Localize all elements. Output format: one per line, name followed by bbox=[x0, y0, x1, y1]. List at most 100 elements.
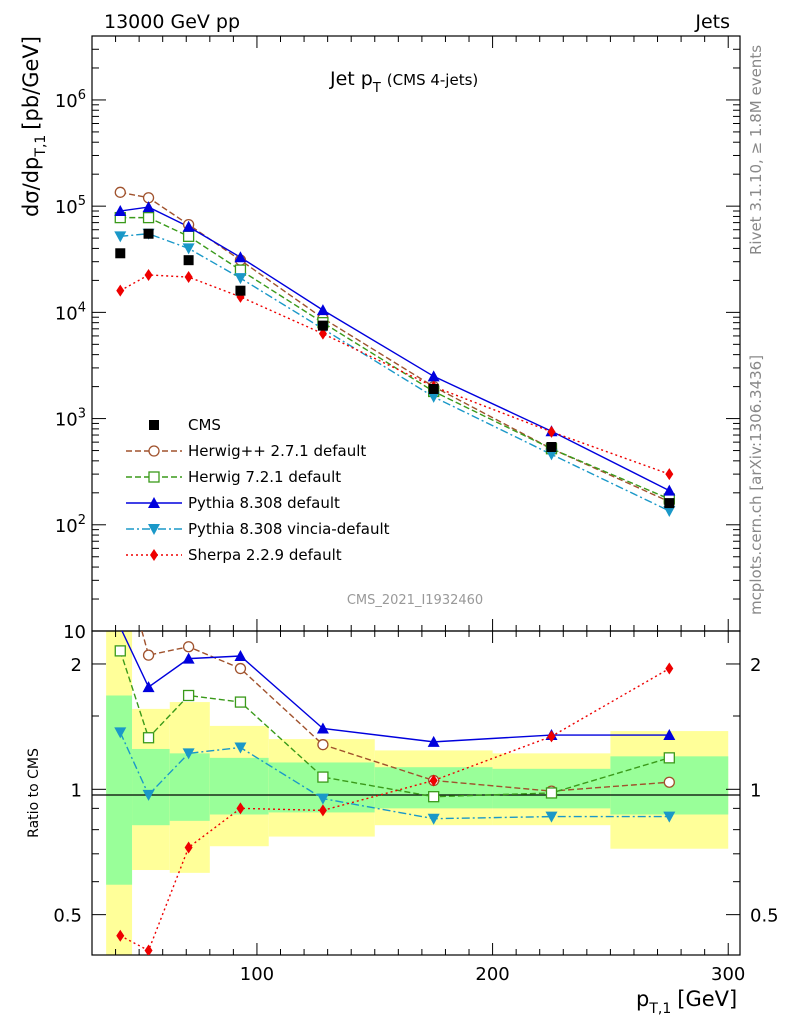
ratio-marker-pythia-8-308-vincia-default-7 bbox=[663, 811, 676, 823]
ratio-marker-herwig-2-7-1-default-4 bbox=[317, 739, 329, 751]
uncertainty-band-inner-2 bbox=[169, 753, 210, 821]
legend-label-sherpa: Sherpa 2.2.9 default bbox=[188, 546, 342, 564]
marker-pythia-8-308-vincia-default-5 bbox=[427, 391, 440, 403]
ratio-marker-herwig-7-2-1-default-3 bbox=[234, 696, 247, 708]
data-point-7 bbox=[664, 498, 675, 509]
ratio-marker-pythia-8-308-vincia-default-1 bbox=[142, 789, 155, 801]
ratio-line-pythia-8-308-default bbox=[121, 631, 670, 743]
chart-title: Jet pT (CMS 4-jets) bbox=[329, 68, 478, 96]
ratio-marker-herwig-7-2-1-default-0 bbox=[114, 645, 126, 657]
ratio-line-herwig-2-7-1-default bbox=[141, 631, 670, 792]
y-tick-label-6: 106 bbox=[55, 88, 86, 112]
ratio-y-axis-label: Ratio to CMS bbox=[26, 748, 42, 838]
legend-marker-pythia-8-308-default bbox=[148, 497, 160, 508]
ratio-marker-sherpa-2-2-9-default-7 bbox=[665, 662, 674, 675]
x-tick-label-100: 100 bbox=[240, 964, 274, 985]
ratio-marker-pythia-8-308-vincia-default-2 bbox=[182, 748, 195, 760]
legend-label-data: CMS bbox=[188, 416, 221, 434]
legend-label-vincia: Pythia 8.308 vincia-default bbox=[188, 520, 390, 538]
ratio-marker-herwig-2-7-1-default-7 bbox=[663, 776, 675, 788]
chart-title-main: Jet p bbox=[329, 68, 373, 90]
marker-herwig-7-2-1-default-1 bbox=[142, 211, 155, 224]
ratio-marker-sherpa-2-2-9-default-0 bbox=[116, 929, 125, 942]
uncertainty-bands bbox=[106, 631, 729, 955]
data-point-1 bbox=[143, 228, 154, 239]
marker-pythia-8-308-vincia-default-0 bbox=[114, 231, 127, 243]
y-tick-label-5: 105 bbox=[55, 194, 86, 218]
watermark: CMS_2021_I1932460 bbox=[347, 593, 483, 608]
legend-marker-data bbox=[149, 420, 159, 430]
ratio-panel-frame bbox=[91, 630, 741, 956]
header-right: Jets bbox=[694, 11, 730, 33]
marker-sherpa-2-2-9-default-6 bbox=[547, 425, 556, 438]
legend-marker-herwig-7-2-1-default bbox=[148, 471, 160, 483]
y-tick-label-1: 10 bbox=[63, 622, 86, 643]
x-tick-label-200: 200 bbox=[475, 964, 509, 985]
y-axis-label-sub: T,1 bbox=[33, 135, 49, 158]
data-point-6 bbox=[546, 442, 557, 453]
uncertainty-band-inner-1 bbox=[132, 748, 170, 826]
ratio-marker-sherpa-2-2-9-default-6 bbox=[547, 730, 556, 743]
ratio-marker-pythia-8-308-vincia-default-0 bbox=[114, 727, 127, 739]
ratio-marker-herwig-7-2-1-default-4 bbox=[317, 771, 329, 783]
marker-pythia-8-308-default-1 bbox=[142, 201, 155, 213]
uncertainty-band-inner-0 bbox=[106, 695, 133, 885]
header-left: 13000 GeV pp bbox=[104, 11, 240, 33]
ratio-marker-herwig-7-2-1-default-2 bbox=[182, 689, 195, 702]
data-point-3 bbox=[235, 285, 246, 296]
ratio-tick-label-left-0.5: 0.5 bbox=[53, 906, 82, 927]
x-tick-label-300: 300 bbox=[711, 964, 745, 985]
ratio-line-sherpa-2-2-9-default bbox=[119, 667, 670, 952]
ratio-marker-pythia-8-308-default-1 bbox=[142, 681, 155, 693]
marker-herwig-2-7-1-default-0 bbox=[114, 186, 126, 198]
legend-marker-herwig-2-7-1-default bbox=[148, 445, 160, 457]
ratio-line-herwig-7-2-1-default bbox=[119, 650, 670, 798]
ratio-marker-herwig-7-2-1-default-1 bbox=[142, 732, 155, 744]
ratio-marker-pythia-8-308-default-5 bbox=[427, 735, 440, 747]
ratio-tick-label-right-0.5: 0.5 bbox=[750, 906, 779, 927]
legend-label-pythia: Pythia 8.308 default bbox=[188, 494, 340, 512]
ratio-marker-pythia-8-308-vincia-default-6 bbox=[545, 811, 558, 823]
axis-ticks: 100 200 300 10 102 103 104 105 106 0.5 0.5 1 1 2 2 bbox=[53, 35, 779, 985]
legend: CMS Herwig++ 2.7.1 default Herwig 7.2.1 … bbox=[126, 416, 390, 564]
y-axis-label-main: dσ/dp bbox=[19, 157, 43, 217]
ratio-marker-pythia-8-308-vincia-default-5 bbox=[427, 813, 440, 825]
side-label-top: Rivet 3.1.10, ≥ 1.8M events bbox=[747, 45, 765, 255]
series-line-pythia-8-308-vincia-default bbox=[120, 233, 670, 512]
marker-pythia-8-308-default-3 bbox=[234, 251, 247, 263]
ratio-marker-herwig-7-2-1-default-5 bbox=[428, 791, 440, 803]
ratio-tick-label-right-1: 1 bbox=[750, 780, 761, 801]
ratio-marker-pythia-8-308-vincia-default-3 bbox=[234, 742, 247, 754]
ratio-marker-pythia-8-308-vincia-default-4 bbox=[316, 793, 329, 805]
ratio-tick-label-left-1: 1 bbox=[71, 780, 82, 801]
marker-pythia-8-308-default-5 bbox=[427, 370, 440, 382]
legend-marker-pythia-8-308-vincia-default bbox=[148, 524, 160, 535]
marker-pythia-8-308-default-7 bbox=[663, 484, 676, 496]
ratio-marker-pythia-8-308-default-7 bbox=[663, 729, 676, 741]
ratio-marker-herwig-7-2-1-default-7 bbox=[663, 752, 675, 764]
marker-pythia-8-308-vincia-default-6 bbox=[545, 449, 558, 461]
ratio-marker-sherpa-2-2-9-default-4 bbox=[318, 804, 327, 817]
chart-title-note: (CMS 4-jets) bbox=[387, 71, 478, 89]
data-point-5 bbox=[428, 383, 439, 394]
data-point-2 bbox=[183, 255, 194, 266]
marker-pythia-8-308-vincia-default-3 bbox=[234, 273, 247, 285]
side-label-bottom: mcplots.cern.ch [arXiv:1306.3436] bbox=[747, 355, 765, 615]
marker-pythia-8-308-vincia-default-2 bbox=[182, 243, 195, 255]
ratio-marker-sherpa-2-2-9-default-2 bbox=[184, 841, 193, 854]
series-line-herwig-2-7-1-default bbox=[120, 191, 670, 503]
y-axis-label: dσ/dpT,1 [pb/GeV] bbox=[19, 36, 49, 217]
y-tick-label-2: 102 bbox=[55, 513, 86, 537]
legend-label-herwig7: Herwig 7.2.1 default bbox=[188, 468, 341, 486]
series-layer bbox=[119, 191, 670, 512]
series-line-pythia-8-308-default bbox=[120, 206, 670, 492]
ratio-line-pythia-8-308-vincia-default bbox=[119, 732, 670, 820]
legend-marker-sherpa-2-2-9-default bbox=[150, 549, 158, 561]
x-axis-label: pT,1 [GeV] bbox=[636, 987, 737, 1017]
marker-pythia-8-308-default-4 bbox=[316, 304, 329, 316]
series-line-sherpa-2-2-9-default bbox=[119, 274, 670, 475]
ratio-marker-sherpa-2-2-9-default-5 bbox=[429, 774, 438, 787]
ratio-tick-label-right-2: 2 bbox=[750, 655, 761, 676]
y-tick-label-4: 104 bbox=[55, 300, 86, 324]
